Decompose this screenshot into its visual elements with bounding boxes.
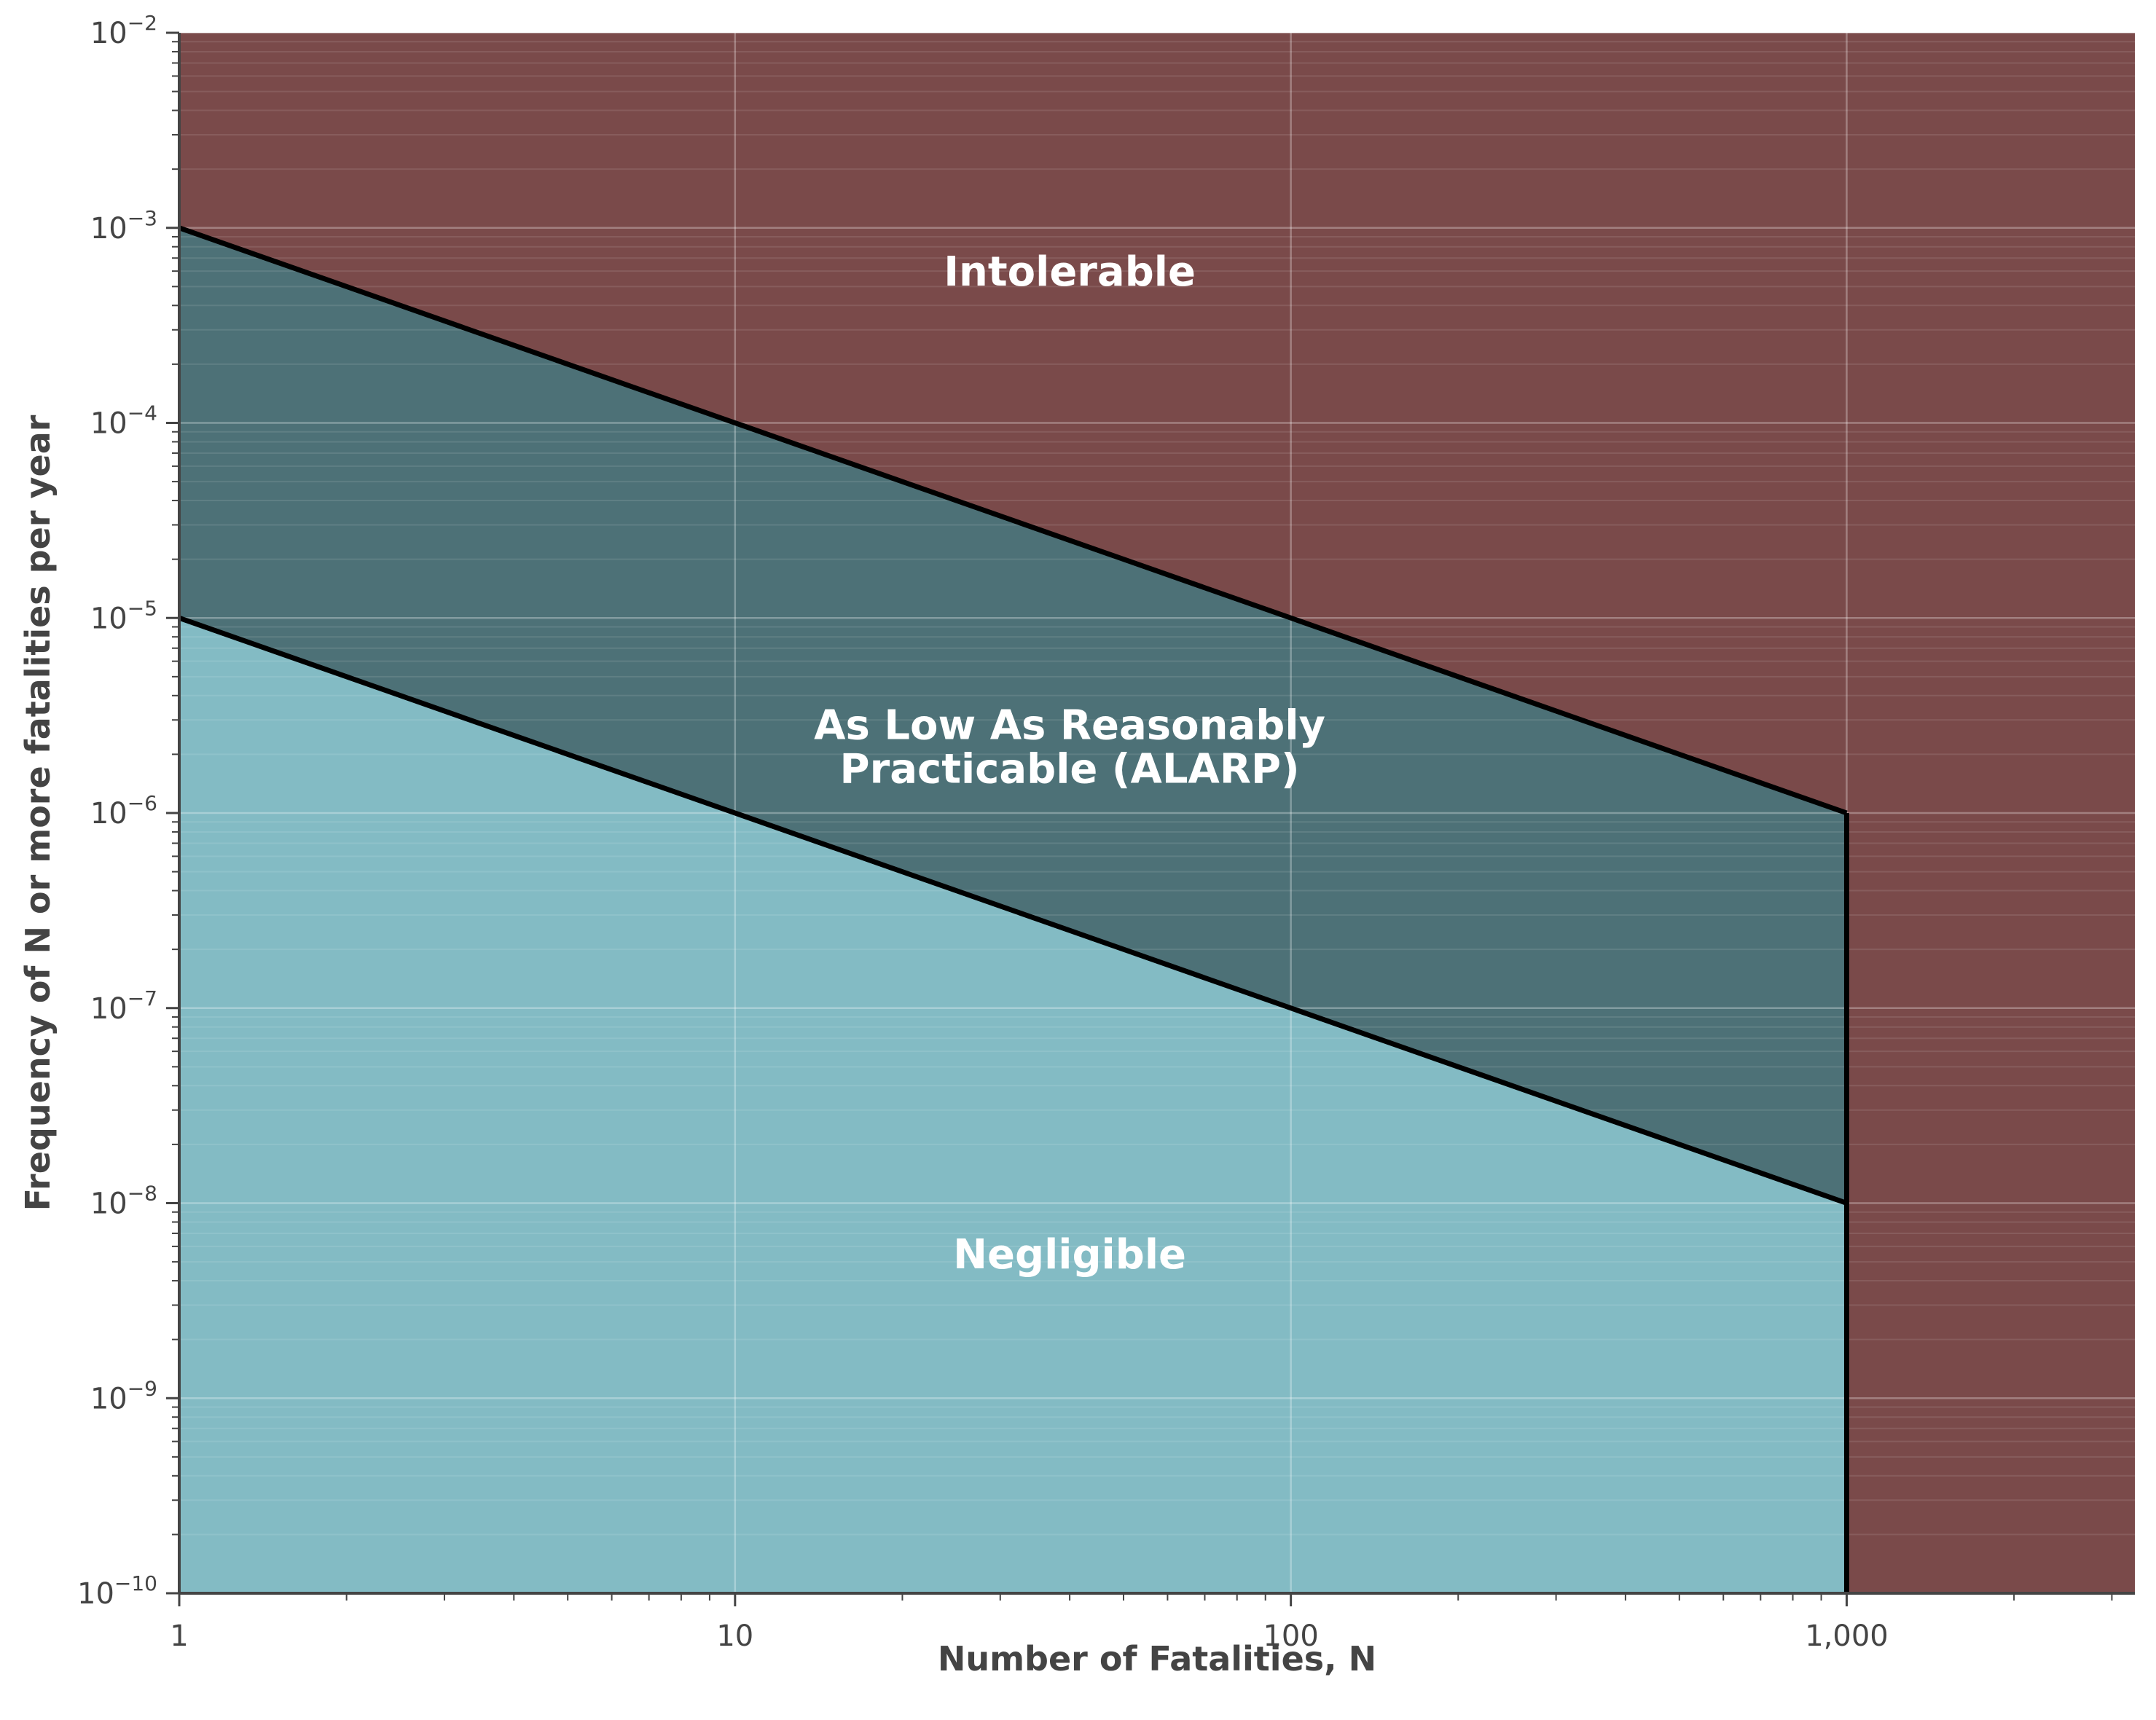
region-negligible [179, 618, 1847, 1593]
label-intolerable: Intolerable [944, 248, 1196, 296]
label-alarp-line: As Low As Reasonably [814, 702, 1325, 749]
y-tick-label: 10−5 [90, 596, 157, 635]
y-tick-label: 10−6 [90, 791, 157, 830]
y-tick-label: 10−8 [90, 1182, 157, 1221]
region-labels-layer: Intolerable As Low As ReasonablyPracticab… [814, 248, 1325, 1279]
label-alarp-line: Practicable (ALARP) [840, 745, 1300, 793]
y-tick-label: 10−10 [77, 1571, 157, 1611]
y-tick-label: 10−3 [90, 206, 157, 246]
y-tick-label: 10−2 [90, 11, 157, 50]
y-tick-label: 10−4 [90, 401, 157, 441]
lower-criterion-line [178, 615, 1848, 1206]
y-tick-label: 10−9 [90, 1376, 157, 1415]
criteria-lines-layer [178, 225, 1849, 1593]
upper-criterion-line [178, 225, 1848, 816]
y-tick-label: 10−7 [90, 986, 157, 1026]
x-tick-label: 10 [716, 1619, 753, 1653]
x-axis-title: Number of Fatalities, N [938, 1639, 1376, 1678]
grid-layer [178, 31, 2135, 1595]
axes-layer: 10−10 10−9 10−8 10−7 10−6 10−5 10−4 10−3 10−2 1 10… [77, 11, 2135, 1653]
x-tick-label: 100 [1263, 1619, 1318, 1653]
label-negligible: Negligible [953, 1231, 1186, 1279]
x-tick-label: 1 [170, 1619, 188, 1653]
y-axis-title: Frequency of N or more fatalities per ye… [18, 415, 58, 1211]
x-tick-label: 1,000 [1805, 1619, 1889, 1653]
